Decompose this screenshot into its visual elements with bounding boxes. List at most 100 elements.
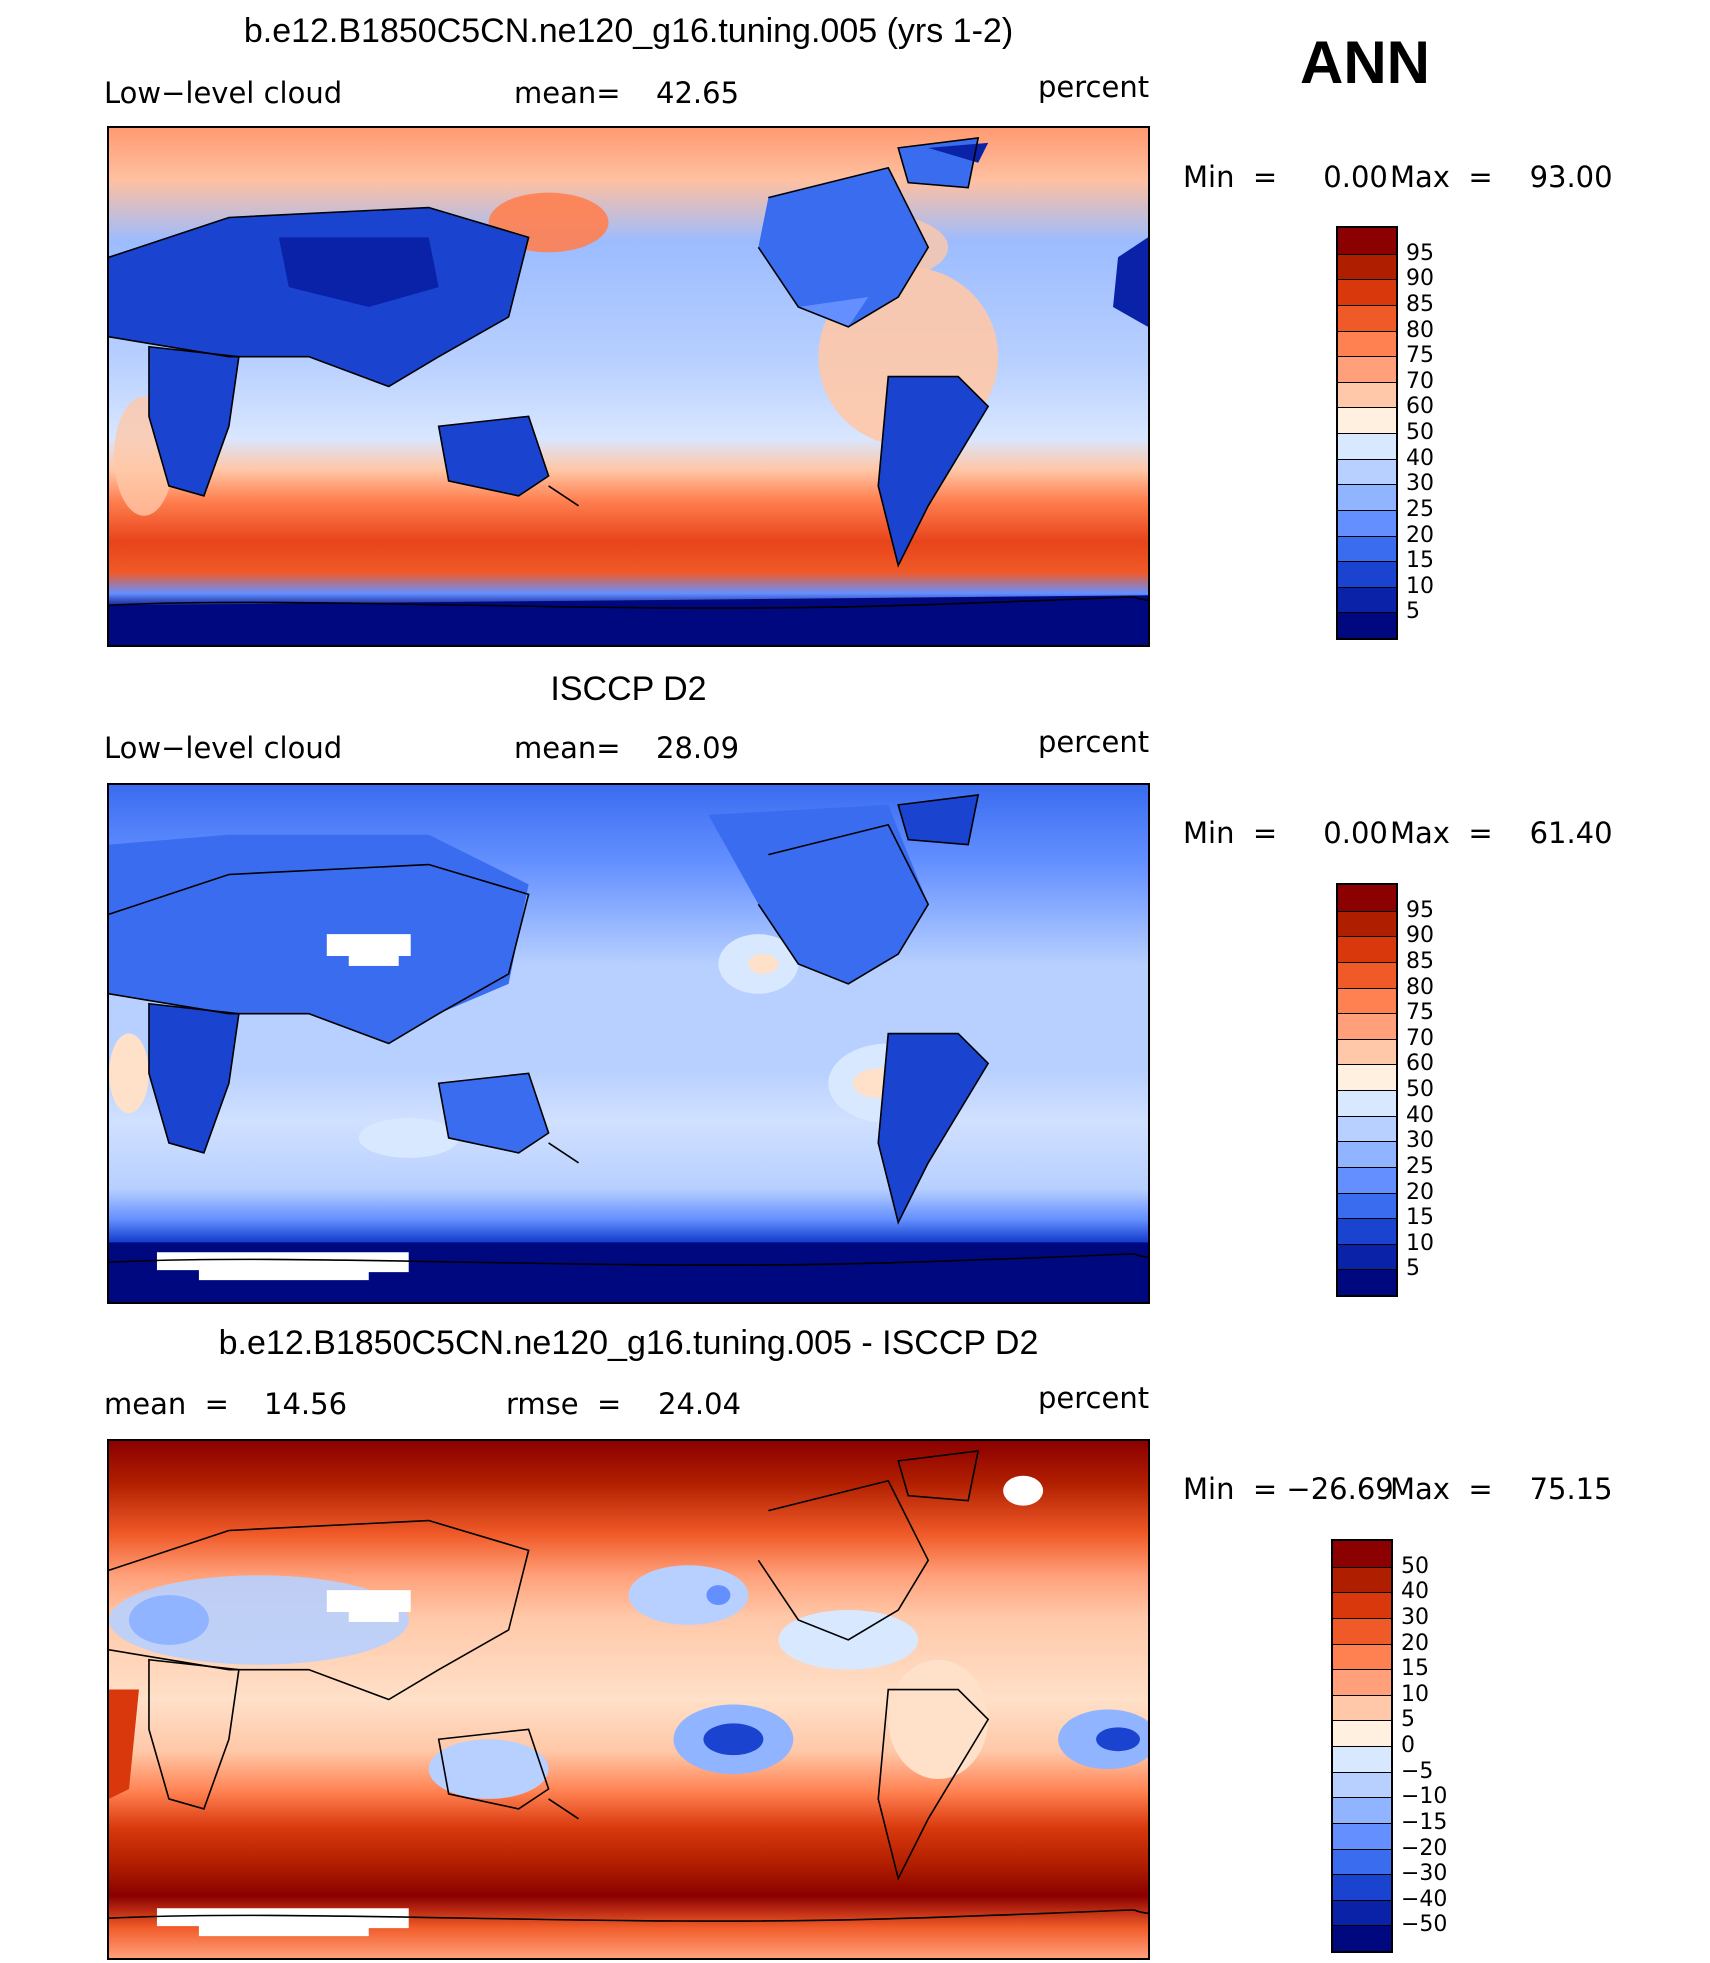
- colorbar-tick-label: 80: [1406, 317, 1434, 343]
- panel2-variable-label: Low−level cloud: [104, 731, 343, 765]
- colorbar-tick-label: 75: [1406, 343, 1434, 369]
- colorbar-tick-label: 75: [1406, 1000, 1434, 1026]
- colorbar-swatch: [1338, 1013, 1396, 1039]
- panel2-mean-value: 28.09: [656, 731, 740, 765]
- panel3-rmse-value: 24.04: [658, 1387, 742, 1421]
- colorbar-tick-label: 15: [1406, 548, 1434, 574]
- panel3-min-text: Min = −26.69: [1183, 1472, 1394, 1506]
- colorbar-tick-label: 70: [1406, 368, 1434, 394]
- colorbar-tick-label: −20: [1401, 1835, 1448, 1861]
- colorbar-swatch: [1338, 1038, 1396, 1065]
- panel3-units: percent: [1038, 1381, 1150, 1415]
- colorbar-swatch: [1333, 1592, 1391, 1618]
- colorbar-swatch: [1338, 1192, 1396, 1219]
- colorbar-swatch: [1338, 1141, 1396, 1167]
- colorbar-tick-label: 10: [1406, 1230, 1434, 1256]
- colorbar-tick-label: 90: [1406, 923, 1434, 949]
- panel3-max-text: Max = 75.15: [1390, 1472, 1613, 1506]
- colorbar-tick-label: 95: [1406, 240, 1434, 266]
- colorbar-tick-label: 20: [1406, 1179, 1434, 1205]
- colorbar-swatch: [1333, 1797, 1391, 1823]
- panel2-units: percent: [1038, 725, 1150, 759]
- panel1-mean-label: mean=: [514, 76, 621, 110]
- colorbar-tick-label: 30: [1406, 471, 1434, 497]
- colorbar-tick-label: −5: [1401, 1758, 1434, 1784]
- colorbar-swatch: [1338, 1090, 1396, 1116]
- colorbar-swatch: [1338, 936, 1396, 962]
- colorbar-swatch: [1338, 228, 1396, 254]
- colorbar-tick-label: 95: [1406, 897, 1434, 923]
- panel1-title: b.e12.B1850C5CN.ne120_g16.tuning.005 (yr…: [243, 12, 1014, 50]
- colorbar-swatch: [1338, 1115, 1396, 1142]
- colorbar-tick-label: −40: [1401, 1886, 1448, 1912]
- colorbar-swatch: [1338, 356, 1396, 382]
- panel2-map-field: [109, 785, 1148, 1302]
- colorbar-swatch: [1338, 535, 1396, 562]
- colorbar-swatch: [1333, 1669, 1391, 1695]
- colorbar-swatch: [1338, 458, 1396, 485]
- colorbar-tick-label: 20: [1406, 522, 1434, 548]
- season-label: ANN: [1300, 29, 1430, 96]
- panel3-rmse-label: rmse =: [506, 1387, 622, 1421]
- colorbar-tick-label: 40: [1406, 445, 1434, 471]
- colorbar-tick-label: 80: [1406, 974, 1434, 1000]
- panel2-mean-label: mean=: [514, 731, 621, 765]
- colorbar-tick-label: 25: [1406, 1153, 1434, 1179]
- colorbar-tick-label: 10: [1406, 573, 1434, 599]
- colorbar-tick-label: 5: [1406, 599, 1420, 625]
- colorbar-swatch: [1338, 381, 1396, 408]
- colorbar-tick-label: −30: [1401, 1861, 1448, 1887]
- panel2-max-text: Max = 61.40: [1390, 816, 1613, 850]
- colorbar-swatch: [1338, 407, 1396, 433]
- colorbar-swatch: [1333, 1822, 1391, 1849]
- colorbar-swatch: [1333, 1720, 1391, 1746]
- colorbar-swatch: [1338, 1218, 1396, 1244]
- colorbar-swatch: [1338, 612, 1396, 638]
- colorbar-swatch: [1338, 330, 1396, 357]
- colorbar-swatch: [1338, 279, 1396, 305]
- panel3-map-field: [109, 1441, 1148, 1958]
- colorbar-tick-label: 85: [1406, 291, 1434, 317]
- colorbar-swatch: [1333, 1746, 1391, 1772]
- colorbar-swatch: [1338, 433, 1396, 459]
- colorbar-swatch: [1333, 1899, 1391, 1926]
- colorbar-tick-label: 25: [1406, 496, 1434, 522]
- colorbar-swatch: [1333, 1643, 1391, 1670]
- colorbar-swatch: [1338, 1064, 1396, 1090]
- panel2-title: ISCCP D2: [550, 670, 707, 708]
- panel1-min-text: Min = 0.00: [1183, 160, 1388, 194]
- colorbar-tick-label: 5: [1406, 1256, 1420, 1282]
- colorbar-tick-label: 50: [1401, 1553, 1429, 1579]
- colorbar-tick-label: −15: [1401, 1809, 1448, 1835]
- colorbar-tick-label: 30: [1406, 1128, 1434, 1154]
- colorbar-swatch: [1338, 961, 1396, 988]
- panel2-map: [107, 783, 1150, 1304]
- colorbar-tick-label: 50: [1406, 1077, 1434, 1102]
- colorbar-swatch: [1338, 586, 1396, 613]
- panel1-variable-label: Low−level cloud: [104, 76, 343, 110]
- colorbar-tick-label: −50: [1401, 1912, 1448, 1938]
- panel1-units: percent: [1038, 70, 1150, 104]
- colorbar-swatch: [1338, 1269, 1396, 1295]
- colorbar-swatch: [1338, 561, 1396, 587]
- colorbar-tick-label: 15: [1401, 1656, 1429, 1682]
- colorbar-tick-label: 20: [1401, 1630, 1429, 1656]
- colorbar-tick-label: 30: [1401, 1604, 1429, 1630]
- colorbar-swatch: [1333, 1771, 1391, 1798]
- colorbar-swatch: [1338, 910, 1396, 937]
- colorbar-swatch: [1338, 885, 1396, 911]
- panel3-mean-value: 14.56: [264, 1387, 348, 1421]
- colorbar-tick-label: −10: [1401, 1784, 1448, 1810]
- colorbar-swatch: [1333, 1848, 1391, 1875]
- colorbar-swatch: [1338, 987, 1396, 1014]
- colorbar-tick-label: 85: [1406, 948, 1434, 974]
- colorbar-tick-label: 40: [1401, 1579, 1429, 1605]
- colorbar-swatch: [1333, 1541, 1391, 1567]
- panel1-mean-value: 42.65: [656, 76, 740, 110]
- colorbar-swatch: [1338, 253, 1396, 280]
- panel3-title: b.e12.B1850C5CN.ne120_g16.tuning.005 - I…: [218, 1324, 1039, 1362]
- colorbar-tick-label: 0: [1401, 1733, 1415, 1758]
- colorbar-tick-label: 60: [1406, 394, 1434, 420]
- colorbar-swatch: [1338, 509, 1396, 536]
- panel1-map: [107, 126, 1150, 647]
